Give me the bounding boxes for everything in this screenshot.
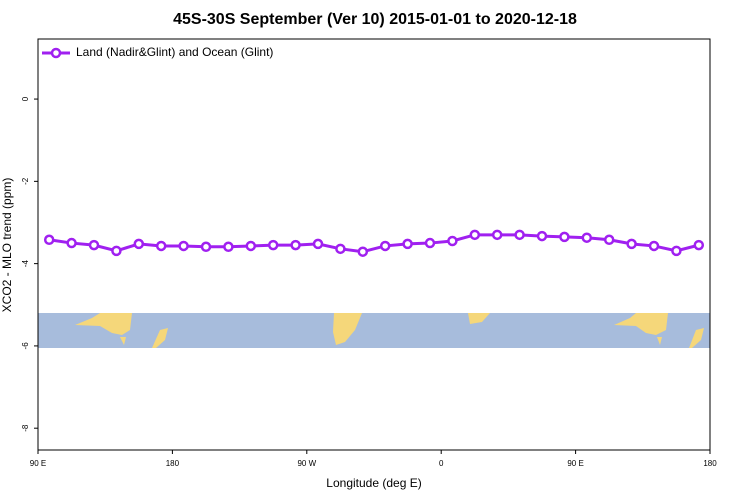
map-strip: [38, 313, 710, 348]
series-line: [48, 233, 700, 254]
point: [424, 237, 436, 249]
point: [178, 240, 189, 252]
point: [648, 240, 660, 252]
y-axis-label: XCO2 - MLO trend (ppm): [0, 178, 14, 313]
point: [447, 235, 458, 247]
point: [357, 246, 369, 257]
y-tick-label: -8: [21, 424, 30, 432]
point: [111, 245, 122, 257]
x-tick-label: 180: [703, 459, 717, 468]
y-tick-label: -6: [21, 342, 30, 350]
point: [379, 240, 391, 252]
point: [626, 238, 637, 250]
point: [245, 240, 257, 252]
point: [290, 239, 301, 251]
x-axis-label: Longitude (deg E): [326, 476, 421, 490]
point: [335, 243, 346, 255]
x-tick-label: 90 W: [297, 459, 316, 468]
plot-frame: [37, 38, 711, 451]
point: [223, 241, 234, 253]
chart-title: 45S-30S September (Ver 10) 2015-01-01 to…: [173, 11, 577, 28]
point: [88, 239, 100, 251]
point: [312, 238, 324, 250]
y-tick-label: 0: [21, 96, 30, 101]
point: [536, 230, 548, 242]
point: [469, 229, 481, 241]
x-tick-label: 90 E: [30, 459, 46, 468]
point: [559, 231, 570, 243]
point: [693, 239, 705, 251]
point: [603, 234, 615, 246]
x-tick-label: 0: [439, 459, 444, 468]
point: [133, 238, 145, 250]
point: [43, 234, 55, 246]
x-tick-label: 180: [166, 459, 180, 468]
legend-marker: [50, 47, 62, 59]
point: [267, 239, 279, 251]
point: [200, 241, 212, 253]
point: [671, 245, 682, 257]
point: [402, 238, 413, 250]
point: [491, 229, 503, 241]
point: [66, 237, 77, 249]
point: [155, 240, 167, 252]
y-tick-label: -2: [21, 177, 30, 185]
y-tick-label: -4: [21, 260, 30, 268]
legend-label: Land (Nadir&Glint) and Ocean (Glint): [76, 45, 273, 59]
x-tick-label: 90 E: [567, 459, 583, 468]
point: [514, 229, 525, 241]
point: [581, 232, 593, 243]
